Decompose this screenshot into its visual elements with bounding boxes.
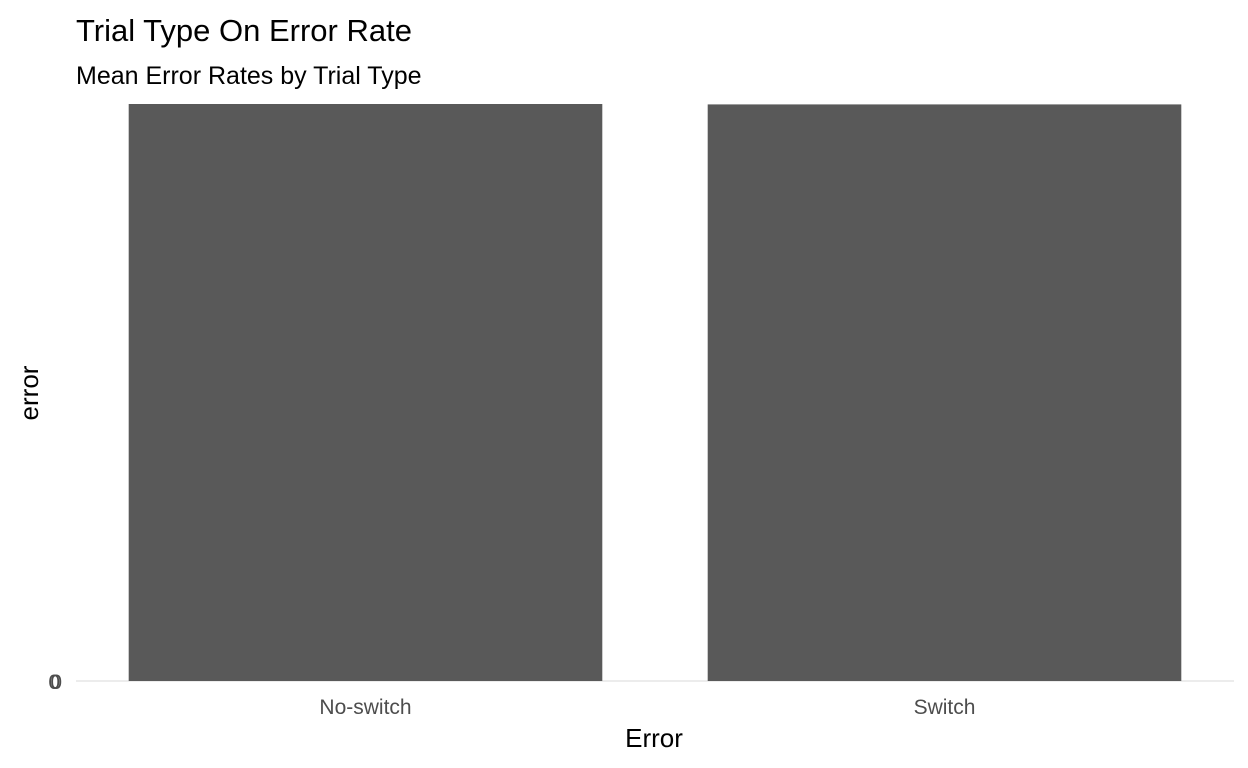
y-tick-label: 0: [50, 671, 62, 694]
bars-group: [128, 104, 1182, 681]
x-tick-label: Switch: [914, 696, 976, 719]
x-axis-title: Error: [625, 723, 683, 753]
chart-subtitle: Mean Error Rates by Trial Type: [76, 62, 422, 90]
bar-no-switch: [128, 104, 603, 681]
y-tick-labels: 00: [48, 671, 62, 694]
chart-title: Trial Type On Error Rate: [76, 13, 412, 48]
y-axis-title: error: [14, 365, 44, 420]
bar-switch: [707, 104, 1182, 681]
y-tick-label: 0: [48, 671, 60, 694]
x-tick-labels: No-switch Switch: [319, 696, 975, 719]
x-tick-label: No-switch: [319, 696, 411, 719]
